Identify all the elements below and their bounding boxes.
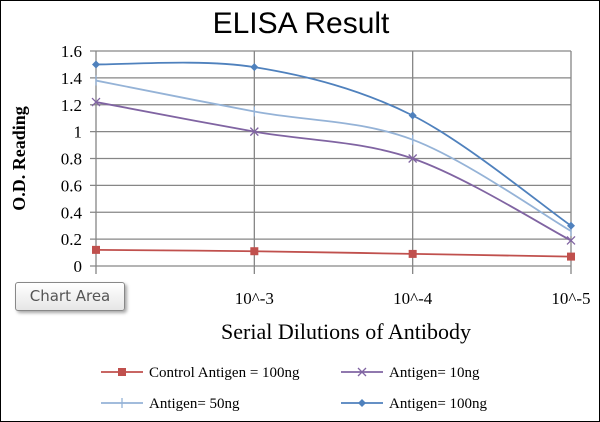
series-line-0 <box>95 248 572 258</box>
legend-label: Control Antigen = 100ng <box>149 365 300 381</box>
y-tick-label: 1.2 <box>61 96 82 115</box>
y-tick-label: 0.2 <box>61 230 82 249</box>
data-point <box>567 221 575 230</box>
y-tick-label: 0 <box>74 257 83 276</box>
data-point <box>408 154 418 163</box>
x-axis-label: Serial Dilutions of Antibody <box>221 319 471 344</box>
data-point <box>92 60 100 69</box>
series-line-3 <box>95 61 572 227</box>
data-point <box>249 127 259 137</box>
x-tick-label: 10^-5 <box>551 289 590 308</box>
y-tick-label: 1.6 <box>61 42 82 61</box>
chart-area-tooltip: Chart Area <box>15 282 125 311</box>
legend-label: Antigen= 100ng <box>389 396 488 412</box>
data-point <box>408 111 417 120</box>
legend-marker <box>357 367 367 377</box>
series-line-2 <box>95 79 572 232</box>
data-point <box>567 252 575 261</box>
legend-marker <box>358 399 366 407</box>
chart-title: ELISA Result <box>213 7 390 40</box>
x-tick-label: 10^-4 <box>393 289 433 308</box>
legend-label: Antigen= 50ng <box>149 396 240 412</box>
y-tick-label: 1.4 <box>61 69 83 88</box>
x-tick-label: 10^-3 <box>235 289 274 308</box>
y-tick-label: 1 <box>74 123 83 142</box>
data-point <box>250 247 259 256</box>
y-axis-label: O.D. Reading <box>9 106 29 211</box>
data-point <box>250 63 259 72</box>
data-point <box>92 245 100 254</box>
y-tick-label: 0.6 <box>61 176 82 195</box>
data-point <box>408 249 417 258</box>
y-tick-label: 0.4 <box>61 203 83 222</box>
legend-marker <box>118 368 126 376</box>
legend-label: Antigen= 10ng <box>389 365 480 381</box>
series-line-1 <box>95 101 572 242</box>
data-point <box>566 236 576 245</box>
y-tick-label: 0.8 <box>61 150 82 169</box>
data-point <box>91 97 101 107</box>
